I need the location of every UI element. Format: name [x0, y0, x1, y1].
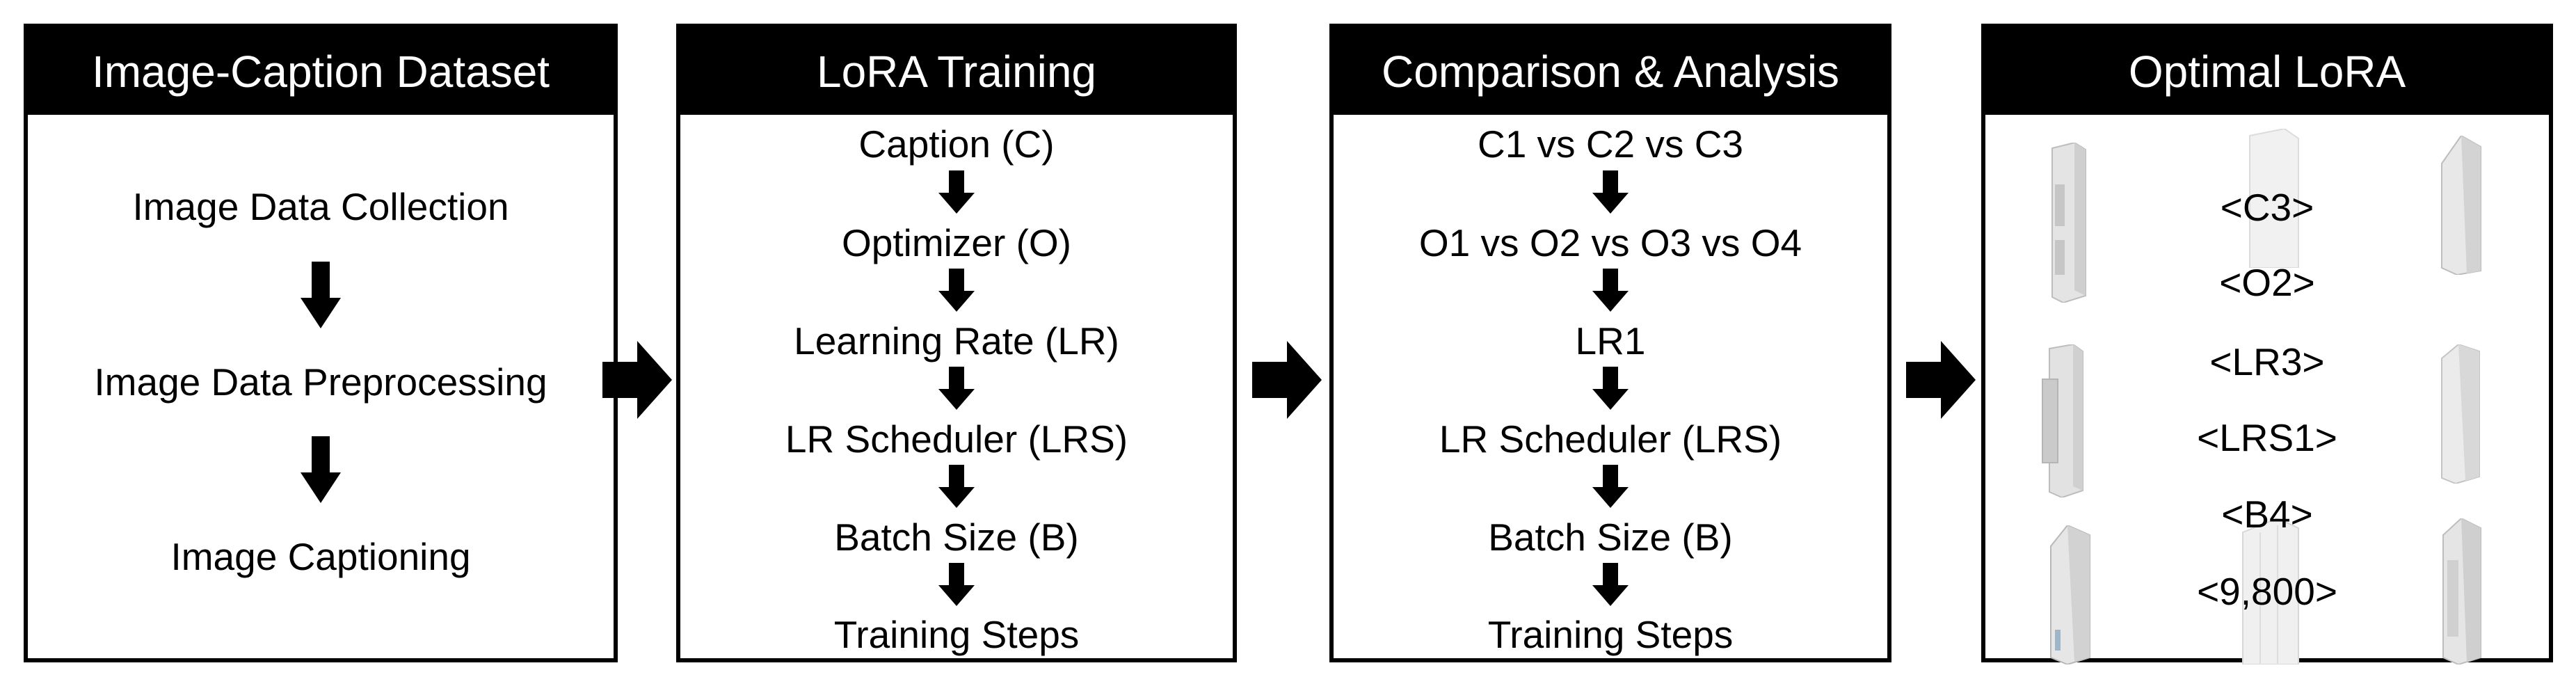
optimal-param: <LRS1>: [2197, 416, 2337, 459]
optimal-param: <C3>: [2220, 186, 2314, 229]
step-label: LR Scheduler (LRS): [785, 417, 1128, 461]
building-render-icon: [2442, 518, 2481, 664]
panel-body: C1 vs C2 vs C3 O1 vs O2 vs O3 vs O4 LR1 …: [1334, 115, 1887, 658]
step-label: Batch Size (B): [834, 516, 1079, 559]
building-render-icon: [2042, 344, 2083, 497]
panel-optimal-lora: Optimal LoRA: [1981, 24, 2553, 664]
building-render-icon: [2249, 129, 2299, 268]
step-label: O1 vs O2 vs O3 vs O4: [1418, 221, 1802, 264]
down-arrow-icon: [1592, 269, 1629, 312]
building-render-icon: [2441, 344, 2480, 484]
step-label: Batch Size (B): [1488, 516, 1733, 559]
optimal-param: <O2>: [2219, 261, 2315, 304]
step-label: Caption (C): [858, 122, 1055, 166]
down-arrow-icon: [1592, 465, 1629, 508]
optimal-param: <LR3>: [2209, 340, 2325, 383]
down-arrow-icon: [1592, 563, 1629, 606]
right-arrow-icon: [602, 341, 672, 419]
panel-body: Image Data Collection Image Data Preproc…: [28, 115, 614, 658]
building-render-icon: [2050, 525, 2090, 664]
panel-lora-training: LoRA Training Caption (C) Optimizer (O) …: [676, 24, 1237, 662]
down-arrow-icon: [938, 170, 975, 214]
panel-title: LoRA Training: [680, 28, 1233, 115]
panel-title: Comparison & Analysis: [1334, 28, 1887, 115]
panel-title: Image-Caption Dataset: [28, 28, 614, 115]
right-arrow-icon: [1906, 341, 1976, 419]
panel-dataset: Image-Caption Dataset Image Data Collect…: [24, 24, 618, 662]
step-label: LR1: [1575, 319, 1646, 363]
down-arrow-icon: [301, 262, 341, 328]
optimal-param: <9,800>: [2197, 570, 2337, 613]
panel-body: Caption (C) Optimizer (O) Learning Rate …: [680, 115, 1233, 658]
step-label: Learning Rate (LR): [794, 319, 1119, 363]
down-arrow-icon: [938, 269, 975, 312]
panel-comparison: Comparison & Analysis C1 vs C2 vs C3 O1 …: [1329, 24, 1891, 662]
down-arrow-icon: [301, 436, 341, 503]
step-label: Image Data Preprocessing: [94, 360, 547, 404]
optimal-param: <B4>: [2221, 493, 2313, 536]
step-label: Image Captioning: [170, 535, 471, 578]
down-arrow-icon: [938, 367, 975, 410]
building-render-icon: [2242, 518, 2299, 664]
building-render-icon: [2051, 143, 2086, 303]
step-label: C1 vs C2 vs C3: [1477, 122, 1744, 166]
step-label: Training Steps: [1487, 613, 1734, 656]
step-label: Optimizer (O): [842, 221, 1071, 264]
down-arrow-icon: [1592, 170, 1629, 214]
down-arrow-icon: [1592, 367, 1629, 410]
panel-title: Optimal LoRA: [1985, 28, 2549, 115]
building-render-icon: [2441, 136, 2481, 275]
step-label: Training Steps: [833, 613, 1080, 656]
down-arrow-icon: [938, 465, 975, 508]
step-label: Image Data Collection: [132, 185, 509, 228]
down-arrow-icon: [938, 563, 975, 606]
panel-body: <C3> <O2> <LR3> <LRS1> <B4> <9,800>: [1985, 115, 2549, 664]
step-label: LR Scheduler (LRS): [1439, 417, 1782, 461]
right-arrow-icon: [1252, 341, 1322, 419]
